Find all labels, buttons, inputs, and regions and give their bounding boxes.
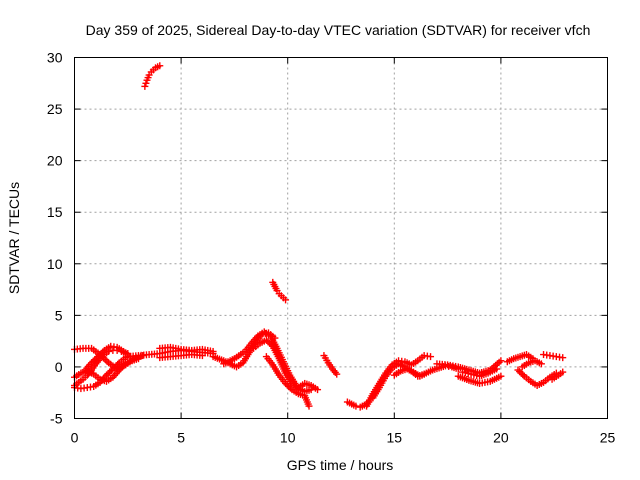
y-tick-label: 20 xyxy=(47,153,63,169)
data-point-interp xyxy=(114,360,122,368)
data-point-interp xyxy=(267,341,275,349)
data-point-interp xyxy=(110,363,118,371)
x-tick-label: 25 xyxy=(600,430,616,446)
data-point xyxy=(493,365,501,373)
data-point-interp xyxy=(107,367,115,375)
series-arc-z xyxy=(548,368,567,383)
data-point xyxy=(314,386,322,394)
data-point xyxy=(352,402,360,410)
data-point xyxy=(88,359,96,367)
data-point xyxy=(497,372,505,380)
data-point xyxy=(559,368,567,376)
data-point-interp xyxy=(286,384,294,392)
data-point-interp xyxy=(517,369,525,377)
axis-ticks xyxy=(74,57,608,419)
series-arc-r xyxy=(390,362,462,380)
data-point xyxy=(109,365,117,373)
y-axis-label: SDTVAR / TECUs xyxy=(6,182,22,294)
x-tick-label: 10 xyxy=(280,430,296,446)
data-point xyxy=(514,366,522,374)
data-point xyxy=(198,352,206,360)
y-tick-label: 15 xyxy=(47,204,63,220)
y-tick-label: 10 xyxy=(47,256,63,272)
data-point-interp xyxy=(264,338,272,346)
x-tick-label: 20 xyxy=(493,430,509,446)
series-arc-d xyxy=(71,354,130,393)
data-point-interp xyxy=(266,339,274,347)
series-arc-h xyxy=(156,351,206,362)
data-point-interp xyxy=(112,362,120,370)
grid-lines xyxy=(74,57,608,419)
data-point xyxy=(141,82,149,90)
data-point-interp xyxy=(142,79,150,87)
data-point xyxy=(156,62,164,70)
data-point-interp xyxy=(96,351,104,359)
data-point xyxy=(305,402,313,410)
data-point xyxy=(537,360,545,368)
data-point xyxy=(559,354,567,362)
series-arc-n xyxy=(320,352,341,378)
data-point-interp xyxy=(283,381,291,389)
series-arc-x xyxy=(518,357,545,371)
data-point-interp xyxy=(519,371,527,379)
data-point xyxy=(282,379,290,387)
data-point-interp xyxy=(92,354,100,362)
data-points xyxy=(71,62,567,411)
data-point-interp xyxy=(104,370,112,378)
data-point-interp xyxy=(97,350,105,358)
data-point xyxy=(94,353,102,361)
y-tick-label: 0 xyxy=(55,359,63,375)
x-tick-label: 5 xyxy=(177,430,185,446)
data-point xyxy=(497,357,505,365)
x-tick-labels: 0 5 10 15 20 25 xyxy=(71,430,616,446)
data-point-interp xyxy=(89,357,97,365)
data-point xyxy=(427,353,435,361)
chart-title: Day 359 of 2025, Sidereal Day-to-day VTE… xyxy=(86,22,591,38)
data-point xyxy=(262,336,270,344)
data-point-interp xyxy=(106,368,114,376)
y-tick-label: -5 xyxy=(50,411,63,427)
x-tick-label: 15 xyxy=(387,430,403,446)
series-upper-arc xyxy=(141,62,164,90)
y-tick-label: 30 xyxy=(47,50,63,66)
x-tick-label: 0 xyxy=(71,430,79,446)
y-tick-label: 25 xyxy=(47,101,63,117)
series-arc-y xyxy=(540,351,567,362)
plot-frame xyxy=(74,57,608,419)
data-point-interp xyxy=(99,348,107,356)
series-arc-w xyxy=(514,366,560,389)
x-axis-label: GPS time / hours xyxy=(287,457,394,473)
data-point-interp xyxy=(285,383,293,391)
y-tick-labels: -5 0 5 10 15 20 25 30 xyxy=(47,50,63,427)
series-mid-arc xyxy=(269,278,290,304)
data-point xyxy=(102,371,110,379)
series-arc-m xyxy=(294,379,322,394)
y-tick-label: 5 xyxy=(55,307,63,323)
data-point xyxy=(282,296,290,304)
data-point xyxy=(333,370,341,378)
series-arc-u xyxy=(459,365,501,380)
data-point-interp xyxy=(91,356,99,364)
series-arc-t xyxy=(454,372,505,387)
series-arc-l xyxy=(262,353,313,410)
data-point-interp xyxy=(516,368,524,376)
